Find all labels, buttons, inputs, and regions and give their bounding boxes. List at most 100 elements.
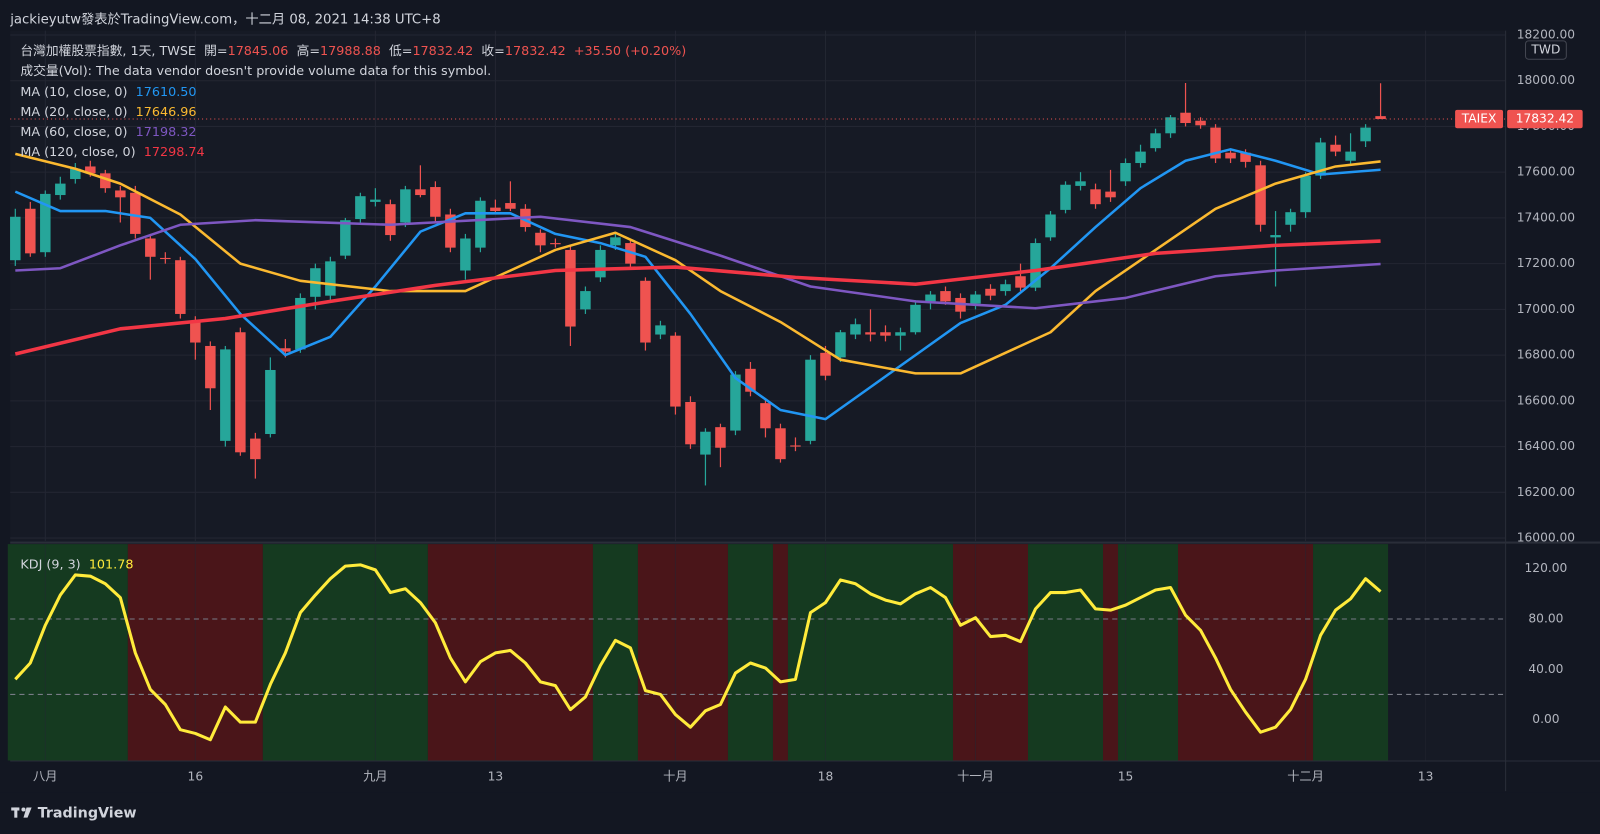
kdj-zone <box>772 544 788 761</box>
kdj-zone <box>1313 544 1389 761</box>
candle-body <box>1000 284 1011 292</box>
candle-body <box>970 294 981 304</box>
candle-body <box>775 428 786 460</box>
legend-title: 台灣加權股票指數, 1天, TWSE <box>20 44 196 59</box>
ohlc-value: 17832.42 <box>412 44 473 59</box>
candle-body <box>475 200 486 248</box>
candle-body <box>1030 243 1041 288</box>
candle-body <box>70 168 81 180</box>
candle-body <box>850 324 861 335</box>
ohlc-value: 17845.06 <box>228 44 289 59</box>
x-tick-label: 18 <box>818 769 834 783</box>
last-price-box <box>1507 109 1583 129</box>
kdj-title: KDJ (9, 3) <box>20 557 80 572</box>
candle-body <box>130 192 141 234</box>
candle-body <box>820 352 831 376</box>
candle-body <box>745 368 756 392</box>
candle-body <box>1075 181 1086 186</box>
candle-body <box>175 260 186 314</box>
candle-body <box>835 332 846 358</box>
candle-body <box>295 297 306 350</box>
candle-body <box>1285 212 1296 225</box>
candle-body <box>550 243 561 245</box>
candle-body <box>1225 152 1236 159</box>
y-tick-label: 17000.00 <box>1517 302 1575 316</box>
ohlc-value: 17988.88 <box>320 44 381 59</box>
ma-value: 17610.50 <box>136 84 197 99</box>
kdj-zone <box>952 544 1029 761</box>
candle-body <box>1270 235 1281 238</box>
candle-body <box>1315 142 1326 176</box>
candle-body <box>10 216 21 261</box>
candle-body <box>235 332 246 453</box>
candle-body <box>1165 117 1176 134</box>
y-tick-label: 0.00 <box>1532 712 1559 726</box>
candle-body <box>940 291 951 302</box>
y-tick-label: 16400.00 <box>1517 439 1575 453</box>
grid-layer <box>7 30 1506 761</box>
candle-body <box>910 304 921 333</box>
candle-body <box>100 173 111 189</box>
x-tick-label: 16 <box>188 769 204 783</box>
y-tick-label: 16600.00 <box>1517 393 1575 407</box>
candle-body <box>595 249 606 278</box>
candle-body <box>145 238 156 257</box>
candle-body <box>55 183 66 196</box>
candle-body <box>325 261 336 296</box>
candle-body <box>115 190 126 198</box>
candle-body <box>400 189 411 223</box>
y-tick-label: 18200.00 <box>1517 27 1575 41</box>
candle-body <box>370 199 381 202</box>
symbol-tag: TAIEX <box>1461 112 1497 126</box>
y-tick-label: 16800.00 <box>1517 348 1575 362</box>
ma-value: 17298.74 <box>144 145 205 160</box>
candle-body <box>460 238 471 271</box>
candle-body <box>250 438 261 460</box>
candle-body <box>760 403 771 429</box>
candle-body <box>805 359 816 441</box>
ma-name: MA (10, close, 0) <box>20 84 127 99</box>
ma-name: MA (60, close, 0) <box>20 125 127 140</box>
header: jackieyutw發表於TradingView.com，十二月 08, 202… <box>9 11 441 27</box>
candle-body <box>190 320 201 343</box>
price-axis: 16000.00 16200.00 16400.00 16600.00 16800.00… <box>33 27 1575 783</box>
candle-body <box>985 288 996 296</box>
currency-label: TWD <box>1530 43 1560 57</box>
x-tick-label: 13 <box>488 769 504 783</box>
candle-body <box>415 189 426 196</box>
ma-legend: MA (60, close, 0) 17198.32 <box>20 125 196 140</box>
candle-body <box>1375 116 1386 120</box>
ohlc-name: 開= <box>204 44 227 59</box>
ohlc-value: 17832.42 <box>505 44 566 59</box>
x-tick-label: 13 <box>1418 769 1434 783</box>
candle-body <box>445 214 456 248</box>
candle-body <box>160 257 171 260</box>
candle-body <box>730 374 741 431</box>
candle-body <box>355 196 366 220</box>
candle-body <box>1090 189 1101 205</box>
ma-name: MA (120, close, 0) <box>20 145 135 160</box>
x-tick-label: 十月 <box>663 769 687 783</box>
x-tick-label: 十一月 <box>957 769 994 783</box>
x-tick-label: 九月 <box>363 769 387 783</box>
y-tick-label: 18000.00 <box>1517 73 1575 87</box>
y-tick-label: 17400.00 <box>1517 210 1575 224</box>
y-tick-label: 17600.00 <box>1517 165 1575 179</box>
candle-body <box>1210 127 1221 159</box>
candle-body <box>655 325 666 335</box>
text-layer: 16000.00 16200.00 16400.00 16600.00 16800.00… <box>20 27 1583 783</box>
candle-body <box>895 332 906 336</box>
candle-body <box>1195 120 1206 126</box>
candle-body <box>40 193 51 253</box>
candle-body <box>580 291 591 310</box>
y-tick-label: 16200.00 <box>1517 485 1575 499</box>
kdj-zone <box>1118 544 1179 761</box>
y-tick-label: 40.00 <box>1528 662 1563 676</box>
ma-line <box>14 152 1381 375</box>
ohlc-name: 低= <box>389 44 412 59</box>
candle-body <box>1105 191 1116 198</box>
kdj-zone <box>787 544 953 761</box>
candle-body <box>670 335 681 407</box>
candle-body <box>265 369 276 435</box>
